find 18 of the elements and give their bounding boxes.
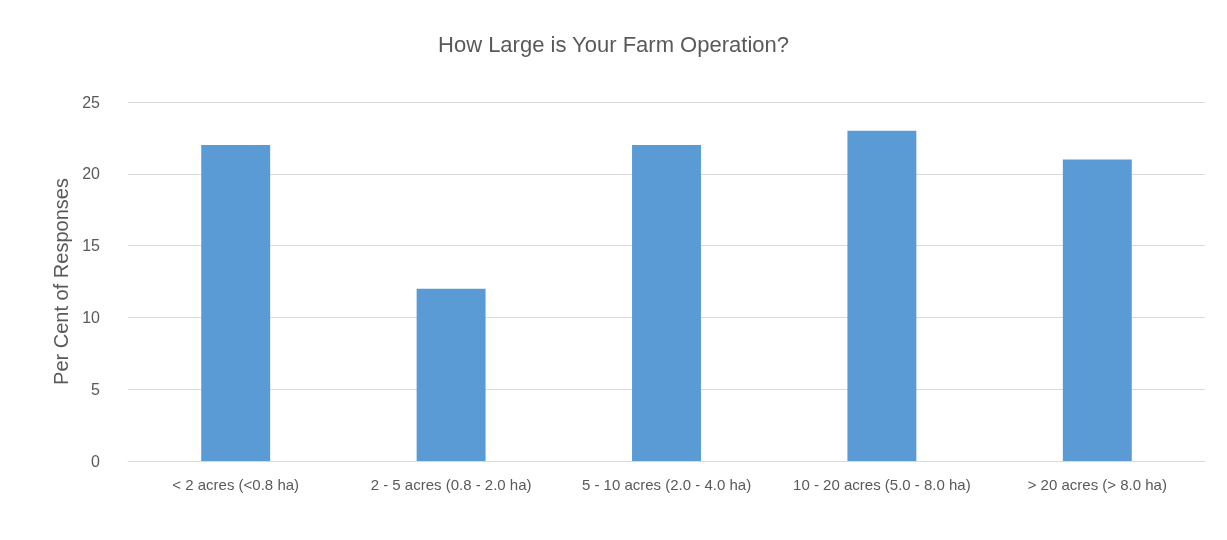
y-tick-label: 20	[82, 165, 101, 183]
x-tick-label: 2 - 5 acres (0.8 - 2.0 ha)	[370, 475, 532, 493]
y-tick-label: 15	[82, 237, 101, 255]
chart-title: How Large is Your Farm Operation?	[438, 31, 789, 57]
bar	[201, 145, 271, 461]
x-tick-label: 5 - 10 acres (2.0 - 4.0 ha)	[581, 475, 752, 493]
bar	[632, 145, 701, 461]
bar	[1062, 159, 1132, 461]
y-tick-label: 10	[82, 308, 101, 326]
x-tick-label: < 2 acres (<0.8 ha)	[172, 475, 300, 493]
y-tick-label: 25	[82, 93, 101, 111]
bar	[847, 130, 917, 461]
y-axis-title: Per Cent of Responses	[50, 178, 73, 385]
x-tick-label: > 20 acres (> 8.0 ha)	[1027, 475, 1167, 493]
bar	[416, 288, 486, 461]
y-tick-label: 0	[91, 452, 101, 470]
y-tick-label: 5	[91, 380, 101, 398]
x-tick-label: 10 - 20 acres (5.0 - 8.0 ha)	[793, 475, 971, 493]
